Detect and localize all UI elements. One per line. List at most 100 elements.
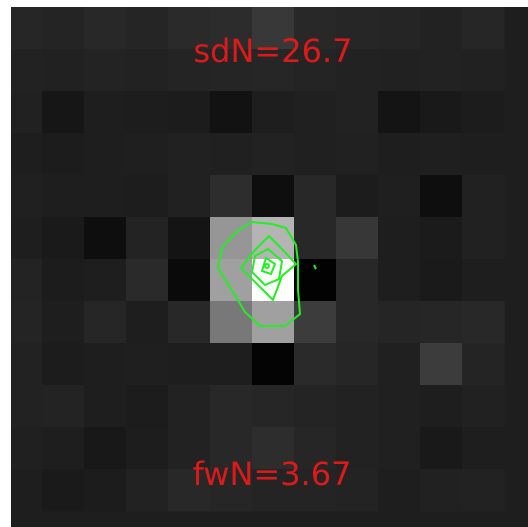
- image-pixel: [294, 7, 337, 50]
- image-pixel: [126, 91, 169, 134]
- image-pixel: [294, 385, 337, 428]
- image-pixel: [336, 7, 379, 50]
- image-pixel: [378, 133, 421, 176]
- image-pixel: [210, 175, 253, 218]
- image-pixel: [168, 175, 211, 218]
- image-pixel: [294, 133, 337, 176]
- image-pixel: [210, 385, 253, 428]
- frame-top-border: [0, 0, 528, 7]
- frame-left-border: [0, 0, 11, 527]
- image-pixel: [378, 343, 421, 386]
- image-pixel: [336, 175, 379, 218]
- image-pixel: [42, 259, 85, 302]
- image-pixel: [84, 301, 127, 344]
- image-pixel: [210, 343, 253, 386]
- image-pixel: [420, 133, 463, 176]
- image-pixel: [168, 427, 211, 470]
- image-pixel: [252, 427, 295, 470]
- image-pixel: [336, 343, 379, 386]
- image-pixel: [462, 427, 505, 470]
- image-pixel: [84, 469, 127, 512]
- pixel-grid: [0, 7, 505, 512]
- image-pixel: [126, 343, 169, 386]
- image-pixel: [42, 7, 85, 50]
- contour-inner: [250, 247, 284, 287]
- image-pixel: [42, 469, 85, 512]
- image-pixel: [168, 301, 211, 344]
- image-pixel: [462, 175, 505, 218]
- image-pixel: [168, 7, 211, 50]
- image-pixel: [210, 91, 253, 134]
- image-pixel: [252, 385, 295, 428]
- image-pixel: [378, 217, 421, 260]
- image-pixel: [168, 259, 211, 302]
- image-pixel: [378, 385, 421, 428]
- contour-outer: [216, 220, 302, 327]
- image-pixel: [294, 343, 337, 386]
- image-pixel: [126, 385, 169, 428]
- image-pixel: [84, 217, 127, 260]
- image-pixel: [462, 343, 505, 386]
- image-pixel: [84, 175, 127, 218]
- image-pixel: [210, 259, 253, 302]
- image-pixel: [462, 469, 505, 512]
- image-pixel: [378, 49, 421, 92]
- image-pixel: [84, 259, 127, 302]
- image-pixel: [42, 343, 85, 386]
- image-pixel: [168, 217, 211, 260]
- contour-overlay: [216, 220, 317, 327]
- image-pixel: [420, 49, 463, 92]
- image-pixel: [84, 343, 127, 386]
- image-pixel: [42, 427, 85, 470]
- image-pixel: [378, 469, 421, 512]
- image-pixel: [336, 427, 379, 470]
- image-pixel: [210, 301, 253, 344]
- image-pixel: [420, 301, 463, 344]
- image-pixel: [336, 469, 379, 512]
- image-pixel: [126, 133, 169, 176]
- image-pixel: [420, 343, 463, 386]
- image-pixel: [84, 133, 127, 176]
- image-pixel: [462, 385, 505, 428]
- image-pixel: [462, 91, 505, 134]
- image-pixel: [378, 427, 421, 470]
- image-pixel: [420, 259, 463, 302]
- image-pixel: [252, 343, 295, 386]
- image-pixel: [210, 427, 253, 470]
- image-pixel: [42, 217, 85, 260]
- image-pixel: [294, 301, 337, 344]
- image-pixel: [462, 259, 505, 302]
- image-pixel: [336, 91, 379, 134]
- image-pixel: [84, 385, 127, 428]
- image-pixel: [126, 427, 169, 470]
- image-pixel: [378, 91, 421, 134]
- image-pixel: [84, 7, 127, 50]
- image-pixel: [126, 301, 169, 344]
- image-pixel: [168, 385, 211, 428]
- image-pixel: [294, 469, 337, 512]
- image-pixel: [252, 175, 295, 218]
- image-pixel: [210, 49, 253, 92]
- image-pixel: [42, 385, 85, 428]
- image-pixel: [378, 259, 421, 302]
- contour-core: [260, 256, 277, 276]
- image-pixel: [126, 7, 169, 50]
- image-pixel: [420, 469, 463, 512]
- image-pixel: [462, 133, 505, 176]
- image-pixel: [378, 301, 421, 344]
- image-pixel: [420, 91, 463, 134]
- image-pixel: [462, 7, 505, 50]
- image-pixel: [420, 427, 463, 470]
- image-pixel: [42, 175, 85, 218]
- image-pixel: [294, 91, 337, 134]
- image-pixel: [420, 175, 463, 218]
- image-pixel: [42, 91, 85, 134]
- image-pixel: [252, 259, 295, 302]
- image-pixel: [252, 301, 295, 344]
- image-pixel: [252, 133, 295, 176]
- contour-mid: [239, 234, 298, 302]
- image-pixel: [378, 175, 421, 218]
- image-pixel: [462, 217, 505, 260]
- image-pixel: [336, 49, 379, 92]
